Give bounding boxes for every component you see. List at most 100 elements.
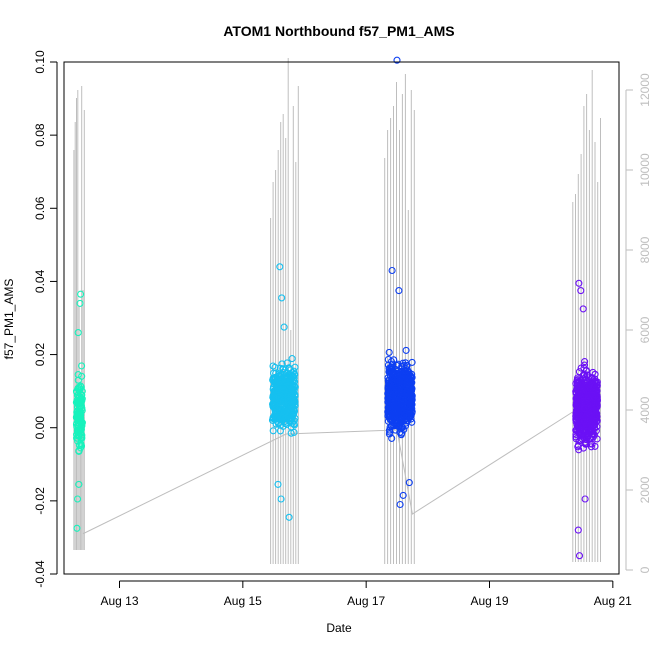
data-point: [390, 356, 398, 364]
data-point: [582, 420, 590, 428]
data-point: [393, 405, 401, 413]
y-tick-label: -0.02: [33, 487, 47, 515]
y-tick-label: 0.02: [33, 343, 47, 367]
plot-frame: [63, 61, 620, 575]
data-point: [573, 374, 582, 382]
data-point-outlier: [388, 266, 396, 275]
data-point: [269, 427, 277, 435]
y2-tick-label: 12000: [638, 73, 650, 107]
data-point: [283, 420, 291, 428]
data-point: [400, 411, 408, 419]
data-point: [582, 431, 590, 439]
data-point: [584, 392, 592, 400]
chart-title: ATOM1 Northbound f57_PM1_AMS: [223, 23, 454, 39]
data-point: [403, 380, 411, 388]
y-tick-label: -0.04: [33, 560, 47, 588]
data-point-outlier: [73, 524, 81, 532]
data-point: [590, 383, 598, 391]
data-point: [384, 403, 392, 411]
data-point: [394, 360, 402, 368]
data-point: [580, 370, 588, 378]
series-3: [384, 56, 416, 509]
y-axis-label: f57_PM1_AMS: [2, 279, 16, 360]
data-point: [586, 435, 594, 443]
data-point: [73, 427, 81, 435]
data-point: [74, 416, 82, 424]
data-point: [399, 402, 407, 410]
data-point: [77, 383, 85, 391]
data-point: [389, 399, 397, 407]
data-point: [580, 361, 589, 369]
data-point: [279, 382, 287, 390]
data-point: [287, 402, 295, 410]
data-point-outlier: [76, 299, 84, 307]
data-point: [385, 348, 393, 356]
data-point: [591, 370, 599, 378]
data-point: [284, 395, 292, 403]
y-tick-label: 0.06: [33, 196, 47, 220]
data-point: [587, 404, 595, 412]
data-point-outlier: [575, 552, 584, 560]
data-point-outlier: [574, 526, 582, 534]
data-point: [273, 415, 281, 423]
data-point: [572, 418, 580, 426]
y-tick-label: 0.08: [33, 123, 47, 147]
y2-tick-label: 6000: [638, 316, 650, 343]
data-point: [77, 402, 85, 410]
data-point-outlier: [581, 495, 589, 503]
data-point: [288, 389, 296, 397]
data-point-outlier: [393, 56, 401, 64]
y2-tick-label: 4000: [638, 396, 650, 423]
data-point: [73, 396, 81, 404]
data-point-outlier: [399, 491, 407, 499]
data-point: [402, 419, 410, 427]
data-point: [584, 394, 593, 402]
data-point-outlier: [277, 495, 285, 503]
y2-tick-label: 10000: [638, 153, 650, 187]
data-point: [281, 378, 289, 386]
data-point: [575, 446, 583, 454]
data-point: [573, 383, 581, 391]
data-point: [394, 407, 402, 415]
data-point: [576, 387, 584, 395]
data-point: [592, 396, 600, 404]
data-point: [399, 391, 407, 399]
data-point-outlier: [396, 500, 404, 509]
data-point: [402, 367, 410, 375]
y2-tick-label: 0: [638, 566, 650, 573]
data-point: [282, 369, 290, 378]
data-point: [403, 388, 411, 396]
data-point: [288, 355, 296, 363]
data-point: [394, 406, 402, 414]
x-tick-label: Aug 15: [224, 594, 262, 608]
data-point-outlier: [577, 287, 585, 295]
y-axis: -0.04 -0.02 0.00 0.02 0.04 0.06 0.08 0.10: [33, 50, 58, 588]
data-point: [405, 410, 413, 418]
data-point: [280, 406, 288, 414]
y-tick-label: 0.04: [33, 269, 47, 293]
x-tick-label: Aug 19: [470, 594, 508, 608]
data-point: [75, 412, 83, 420]
data-point: [77, 440, 85, 448]
data-point: [271, 410, 279, 418]
data-point: [593, 435, 601, 443]
data-point: [587, 443, 595, 451]
data-point: [406, 375, 415, 384]
data-point-outlier: [75, 480, 83, 488]
data-point: [573, 398, 581, 406]
data-point: [388, 379, 397, 387]
data-point: [405, 392, 413, 400]
data-point-outlier: [285, 513, 293, 521]
data-point: [386, 372, 394, 380]
data-point: [78, 362, 86, 370]
data-point: [573, 410, 581, 418]
data-point: [270, 394, 278, 402]
data-point: [386, 405, 394, 413]
series-1: [72, 290, 86, 532]
x-axis: Aug 13 Aug 15 Aug 17 Aug 19 Aug 21: [100, 580, 632, 608]
data-point: [574, 441, 582, 449]
data-point: [583, 399, 592, 407]
data-point: [75, 383, 83, 391]
data-point: [76, 397, 85, 405]
